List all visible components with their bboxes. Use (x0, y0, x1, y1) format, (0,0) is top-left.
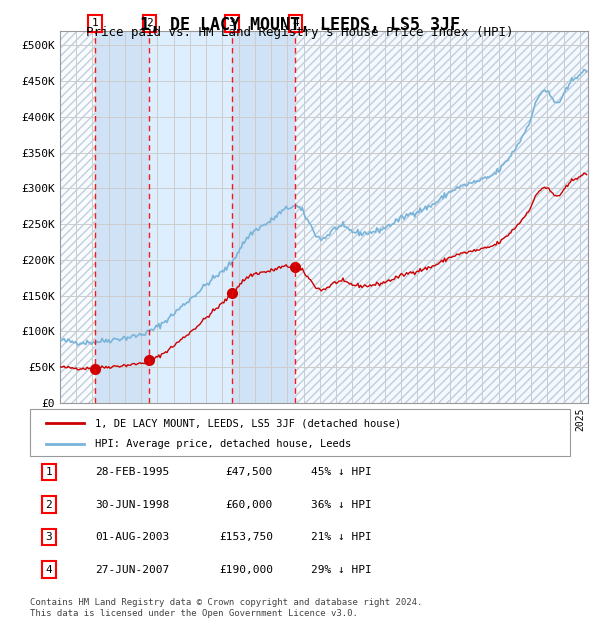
Bar (60, 31, 95, 403)
Text: 45% ↓ HPI: 45% ↓ HPI (311, 467, 371, 477)
Text: 3: 3 (229, 18, 235, 29)
Text: 1: 1 (92, 18, 98, 29)
Text: £190,000: £190,000 (219, 565, 273, 575)
Text: 2: 2 (146, 18, 153, 29)
Bar (295, 31, 588, 403)
Bar (232, 31, 295, 403)
Text: HPI: Average price, detached house, Leeds: HPI: Average price, detached house, Leed… (95, 439, 351, 449)
Text: £60,000: £60,000 (226, 500, 273, 510)
Text: 1: 1 (46, 467, 52, 477)
Bar (60, 31, 95, 403)
Text: 28-FEB-1995: 28-FEB-1995 (95, 467, 169, 477)
Text: 36% ↓ HPI: 36% ↓ HPI (311, 500, 371, 510)
Text: 27-JUN-2007: 27-JUN-2007 (95, 565, 169, 575)
Bar (95, 31, 149, 403)
Text: 4: 4 (292, 18, 299, 29)
Text: 3: 3 (46, 532, 52, 542)
Text: Contains HM Land Registry data © Crown copyright and database right 2024.
This d: Contains HM Land Registry data © Crown c… (30, 598, 422, 618)
Text: 1, DE LACY MOUNT, LEEDS, LS5 3JF: 1, DE LACY MOUNT, LEEDS, LS5 3JF (140, 16, 460, 33)
Text: £153,750: £153,750 (219, 532, 273, 542)
Text: 29% ↓ HPI: 29% ↓ HPI (311, 565, 371, 575)
Text: 4: 4 (46, 565, 52, 575)
Text: 1, DE LACY MOUNT, LEEDS, LS5 3JF (detached house): 1, DE LACY MOUNT, LEEDS, LS5 3JF (detach… (95, 418, 401, 428)
Text: £47,500: £47,500 (226, 467, 273, 477)
Text: 2: 2 (46, 500, 52, 510)
Text: 01-AUG-2003: 01-AUG-2003 (95, 532, 169, 542)
Text: 21% ↓ HPI: 21% ↓ HPI (311, 532, 371, 542)
Text: Price paid vs. HM Land Registry's House Price Index (HPI): Price paid vs. HM Land Registry's House … (86, 26, 514, 39)
Text: 30-JUN-1998: 30-JUN-1998 (95, 500, 169, 510)
